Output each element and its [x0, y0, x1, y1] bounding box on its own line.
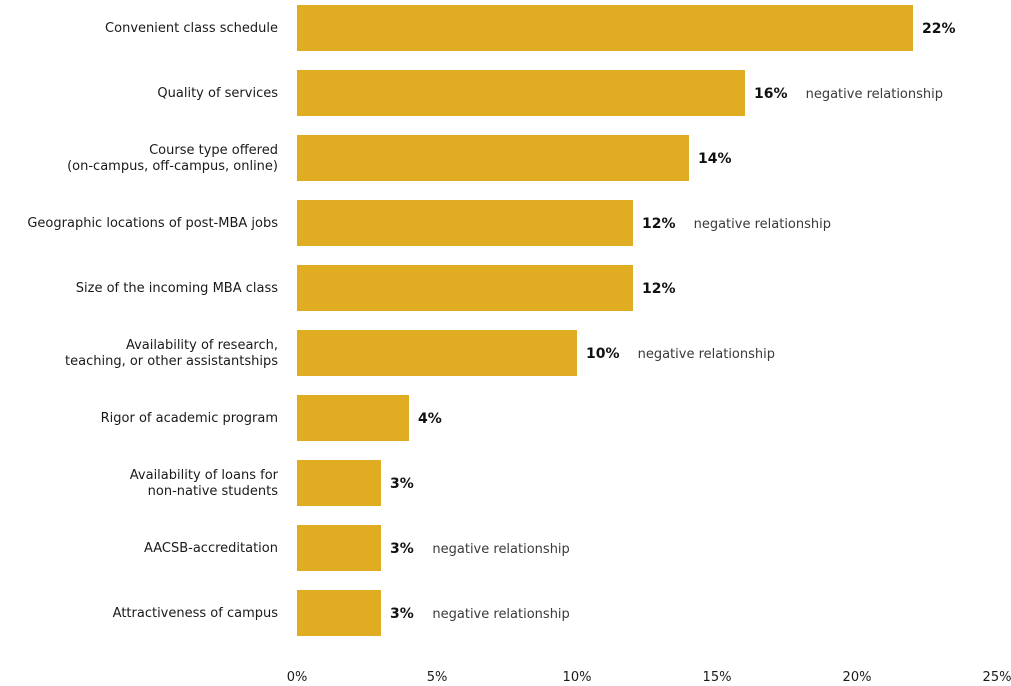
category-label-line: Convenient class schedule [105, 21, 278, 36]
bar [297, 525, 381, 571]
category-label: Quality of services [157, 86, 278, 101]
category-label-line: Geographic locations of post-MBA jobs [27, 216, 278, 231]
bar [297, 330, 577, 376]
bar [297, 200, 633, 246]
category-label: Availability of loans for non-native stud… [130, 468, 279, 499]
category-label: Size of the incoming MBA class [76, 281, 278, 296]
bar [297, 460, 381, 506]
category-label-line: Availability of loans for [130, 468, 279, 483]
x-tick-label: 0% [287, 670, 308, 685]
category-label: Rigor of academic program [101, 411, 278, 426]
category-label: Course type offered (on-campus, off-campu… [67, 143, 278, 174]
category-label-line: Availability of research, [126, 338, 278, 353]
value-label: 14% [698, 151, 732, 167]
x-tick-label: 5% [427, 670, 448, 685]
value-label: 3% [390, 541, 414, 557]
value-label: 12% [642, 216, 676, 232]
value-label: 3% [390, 606, 414, 622]
x-tick-label: 20% [843, 670, 872, 685]
category-labels: Convenient class schedule Quality of serv… [27, 21, 278, 621]
annotation-label: negative relationship [694, 217, 831, 232]
category-label-line: Rigor of academic program [101, 411, 278, 426]
bar [297, 395, 409, 441]
category-label-line: Quality of services [157, 86, 278, 101]
category-label-line: Attractiveness of campus [113, 606, 279, 621]
value-label: 16% [754, 86, 788, 102]
bar [297, 135, 689, 181]
category-label-line: (on-campus, off-campus, online) [67, 159, 278, 174]
bar [297, 5, 913, 51]
category-label: AACSB-accreditation [144, 541, 278, 556]
category-label: Geographic locations of post-MBA jobs [27, 216, 278, 231]
x-tick-label: 15% [703, 670, 732, 685]
annotation-label: negative relationship [432, 542, 569, 557]
category-label-line: Size of the incoming MBA class [76, 281, 278, 296]
value-label: 10% [586, 346, 620, 362]
category-label-line: AACSB-accreditation [144, 541, 278, 556]
category-label-line: Course type offered [149, 143, 278, 158]
bar [297, 265, 633, 311]
annotation-labels: negative relationship negative relationsh… [432, 87, 943, 622]
value-label: 12% [642, 281, 676, 297]
category-label: Availability of research, teaching, or ot… [65, 338, 278, 369]
bar [297, 590, 381, 636]
bar [297, 70, 745, 116]
category-label-line: teaching, or other assistantships [65, 354, 278, 369]
annotation-label: negative relationship [432, 607, 569, 622]
bars-layer [297, 5, 913, 636]
x-tick-label: 25% [983, 670, 1011, 685]
annotation-label: negative relationship [806, 87, 943, 102]
x-axis: 0% 5% 10% 15% 20% 25% [287, 670, 1011, 685]
value-labels: 22% 16% 14% 12% 12% 10% 4% 3% 3% 3% [390, 21, 956, 622]
value-label: 3% [390, 476, 414, 492]
category-label: Attractiveness of campus [113, 606, 279, 621]
category-label: Convenient class schedule [105, 21, 278, 36]
category-label-line: non-native students [148, 484, 279, 499]
value-label: 22% [922, 21, 956, 37]
annotation-label: negative relationship [638, 347, 775, 362]
x-tick-label: 10% [563, 670, 592, 685]
value-label: 4% [418, 411, 442, 427]
